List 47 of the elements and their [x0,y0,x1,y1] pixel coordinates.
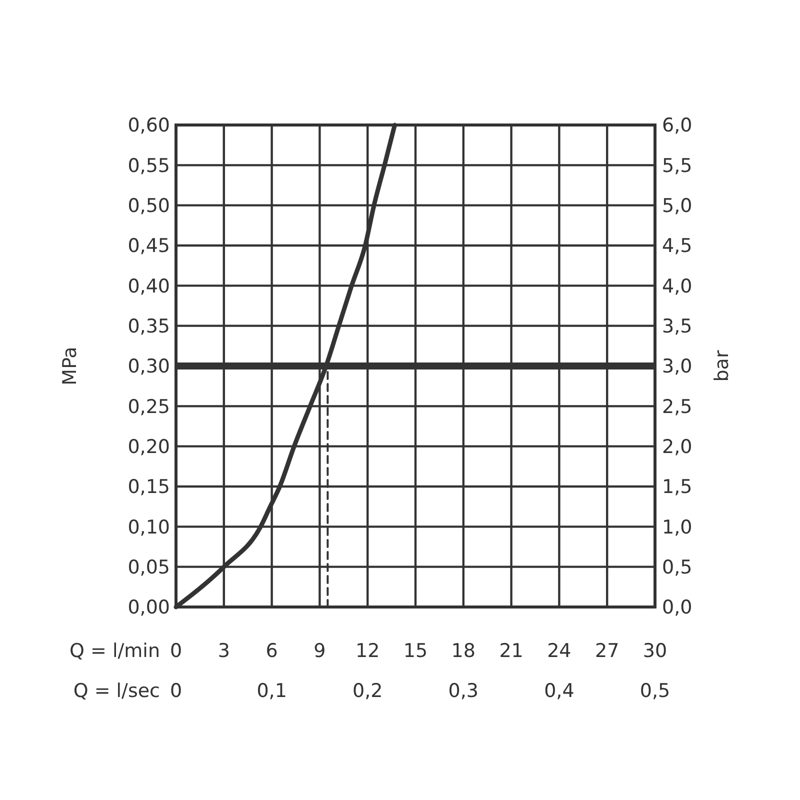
x-tick-label: 24 [547,640,572,662]
y-tick-label: 0,20 [128,436,170,458]
y2-tick-label: 2,0 [662,436,692,458]
x-tick-label: 18 [451,640,476,662]
y2-tick-label: 1,5 [662,476,692,498]
y-tick-label: 0,50 [128,194,170,217]
y-tick-label: 0,40 [128,275,170,298]
x-tick-label: 12 [356,640,380,662]
x2-tick-label: 0,1 [256,680,287,702]
x2-axis-title: Q = l/sec [73,680,160,702]
y2-axis-title: bar [711,350,733,382]
x2-tick-label: 0 [170,680,182,702]
x-tick-label: 21 [499,640,524,662]
x-tick-label: 9 [314,640,326,662]
x-tick-label: 6 [266,640,278,662]
x-tick-label: 15 [403,640,428,662]
y2-tick-label: 2,5 [662,396,692,418]
x-tick-label: 3 [218,640,230,662]
y-tick-label: 0,25 [128,396,170,418]
x2-tick-label: 0,3 [448,680,479,702]
y2-tick-label: 1,0 [662,516,692,538]
y2-tick-label: 4,0 [662,275,692,298]
x2-tick-label: 0,2 [352,680,383,702]
x2-tick-label: 0,5 [640,680,670,702]
y-tick-label: 0,30 [128,356,170,378]
x2-tick-label: 0,4 [544,680,574,702]
y-tick-label: 0,35 [128,315,170,338]
x-tick-label: 0 [170,640,182,662]
y-tick-label: 0,60 [128,114,170,137]
x-tick-label: 30 [642,640,668,662]
y-tick-label: 0,10 [128,516,170,538]
y2-tick-label: 3,5 [662,315,692,338]
y-tick-label: 0,45 [128,235,170,258]
y-axis-title: MPa [59,346,81,386]
y2-tick-label: 3,0 [662,356,692,378]
y2-tick-label: 6,0 [662,114,692,137]
y-tick-label: 0,55 [128,154,170,177]
y2-tick-label: 0,5 [662,556,692,578]
y-tick-label: 0,05 [128,556,170,578]
y2-tick-label: 0,0 [662,596,692,619]
x-axis-title: Q = l/min [70,640,160,662]
y-tick-label: 0,00 [128,596,170,619]
x-tick-label: 27 [595,640,620,662]
y2-tick-label: 5,0 [662,194,692,217]
y2-tick-label: 4,5 [662,235,692,258]
y-tick-label: 0,15 [128,476,170,498]
y2-tick-label: 5,5 [662,154,692,177]
